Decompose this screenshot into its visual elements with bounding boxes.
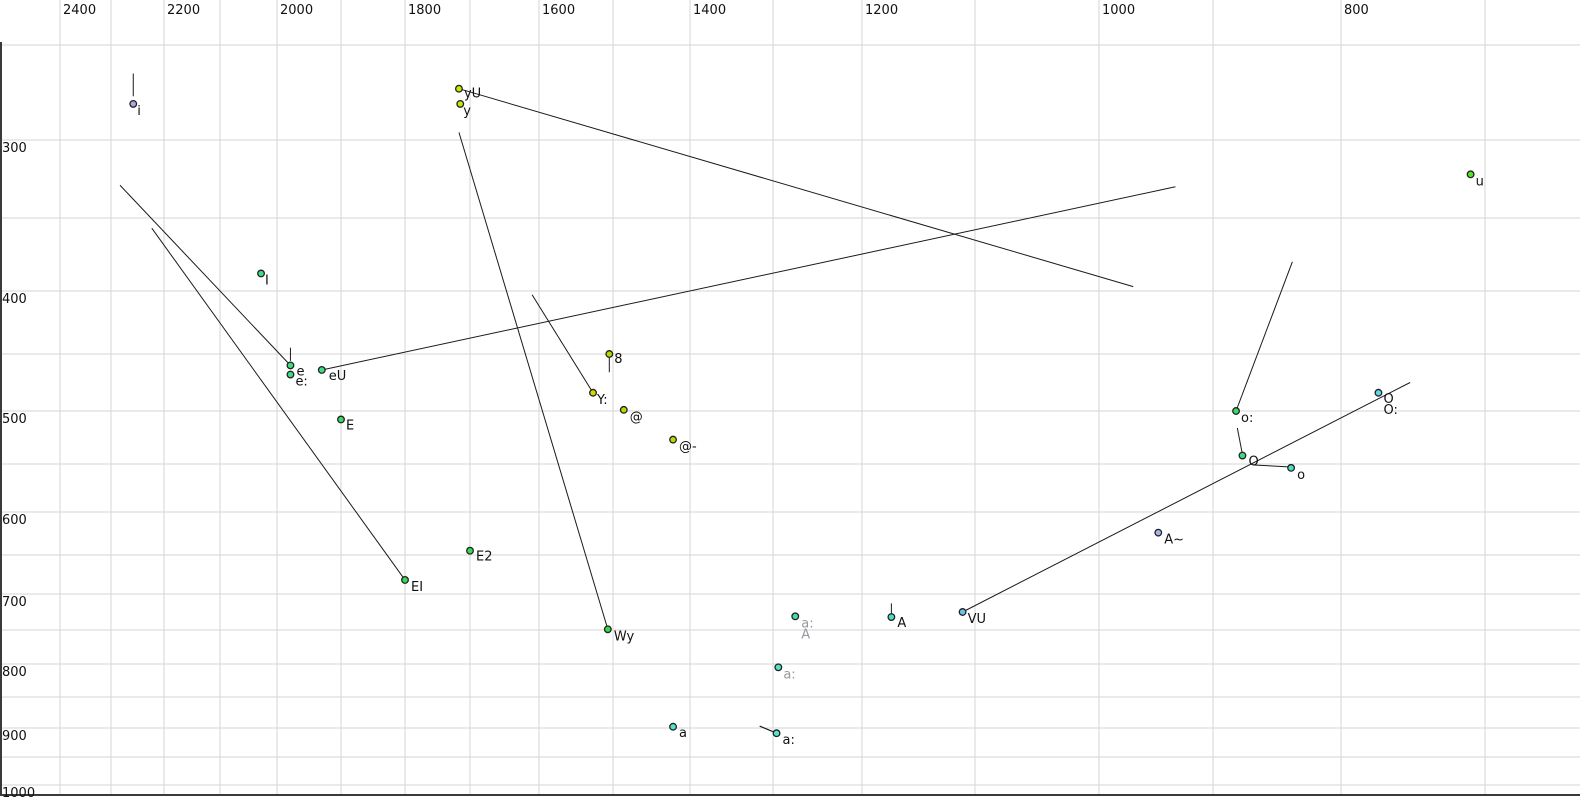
trajectory-line-yU-glide	[458, 88, 1134, 288]
trajectory-line-e-onset	[119, 184, 291, 366]
vowel-point-a:	[772, 729, 781, 738]
vowel-point-E2	[466, 546, 474, 555]
y-axis-tick-label: 1000	[2, 786, 35, 800]
vowel-label-I: I	[265, 273, 269, 288]
trajectory-line-eU-glide	[321, 186, 1176, 371]
vowel-label-E2: E2	[476, 550, 493, 565]
vowel-label-A~: A~	[1164, 533, 1184, 548]
vowel-point-e	[286, 361, 295, 370]
vowel-label-A: A	[897, 616, 906, 631]
vowel-point-o:	[1232, 407, 1240, 415]
vowel-label-Wy: Wy	[614, 629, 635, 644]
x-axis-tick-label: 2200	[167, 3, 200, 18]
vowel-point-A~	[1154, 528, 1163, 537]
vowel-label-y: y	[463, 104, 471, 119]
vowel-point-a:-A	[791, 612, 800, 621]
vowel-point-Y:	[589, 388, 597, 397]
x-axis-tick-label: 1400	[693, 3, 726, 18]
vowel-point-E	[337, 415, 345, 424]
vowel-label-eU: eU	[329, 369, 347, 384]
vowel-label-yU: yU	[464, 87, 481, 102]
vowel-point-y	[456, 99, 465, 108]
vowel-point-eU	[317, 366, 326, 374]
vowel-point-@	[619, 405, 628, 414]
y-axis-tick-label: 300	[2, 141, 27, 156]
vowel-point-VU	[958, 608, 967, 616]
vowel-label-a: a	[679, 726, 687, 741]
y-axis-tick-label: 700	[2, 595, 27, 610]
y-axis-tick-label: 600	[2, 513, 27, 528]
x-axis-tick-label: 1200	[865, 3, 898, 18]
vowel-point-8	[605, 350, 614, 358]
vowel-label-a:-A: A	[801, 627, 810, 642]
vowel-point-O	[1238, 451, 1247, 460]
vowel-label-O-O:: O	[1383, 392, 1393, 407]
vowel-label-o: o	[1297, 468, 1305, 483]
trajectory-line-EI-onset	[151, 227, 406, 581]
x-axis-tick-label: 2000	[280, 3, 313, 18]
vowel-point-o	[1287, 463, 1296, 472]
x-axis-tick-label: 800	[1344, 3, 1369, 18]
x-axis-tick-label: 1000	[1102, 3, 1135, 18]
trajectory-line-o:-O	[1236, 427, 1243, 455]
vowel-point-yU	[455, 84, 463, 93]
vowel-label-EI: EI	[411, 580, 423, 595]
vowel-point-A	[887, 613, 896, 621]
trajectory-line-O-o	[1253, 464, 1289, 468]
vowel-label-a:-A: a:	[801, 616, 813, 631]
vowel-point-O-O:	[1374, 388, 1383, 397]
trajectory-line-y-Wy	[458, 132, 609, 630]
vowel-label-i: i	[137, 104, 141, 119]
y-axis-tick-label: 400	[2, 292, 27, 307]
vowel-point-Wy	[603, 625, 612, 634]
vowel-point-u	[1466, 170, 1475, 179]
trajectory-line-VU-glide	[962, 382, 1411, 613]
vowel-label-8: 8	[614, 352, 622, 367]
vowel-label-Y:: Y:	[596, 393, 608, 408]
vowel-point-a	[669, 722, 678, 731]
vowel-point-e:	[286, 370, 295, 379]
vowel-label-@-: @-	[679, 440, 697, 455]
vowel-point-@-	[669, 435, 678, 444]
vowel-label-a:-mid: a:	[783, 667, 795, 682]
vowel-point-EI	[401, 576, 409, 584]
vowel-label-E: E	[346, 418, 354, 433]
x-axis-tick-label: 1800	[408, 3, 441, 18]
trajectory-line-o:-up	[1235, 261, 1293, 412]
vowel-label-e: e	[296, 364, 304, 379]
vowel-label-O-O:: O:	[1383, 403, 1397, 418]
vowel-point-a:-mid	[774, 663, 783, 672]
vowel-label-u: u	[1476, 174, 1484, 189]
vowel-point-i	[129, 99, 138, 108]
y-axis-tick-label: 500	[2, 412, 27, 427]
x-axis-tick-label: 1600	[542, 3, 575, 18]
vowel-label-O: O	[1248, 455, 1258, 470]
y-axis-tick-label: 800	[2, 665, 27, 680]
vowel-label-o:: o:	[1241, 411, 1253, 426]
vowel-label-@: @	[630, 410, 643, 425]
vowel-label-a:: a:	[783, 733, 795, 748]
y-axis-tick-label: 900	[2, 729, 27, 744]
trajectory-line-Y:-onset	[531, 294, 594, 394]
vowel-label-VU: VU	[968, 612, 986, 627]
vowel-label-e:: e:	[295, 375, 307, 390]
x-axis-tick-label: 2400	[63, 3, 96, 18]
vowel-point-I	[257, 269, 265, 278]
